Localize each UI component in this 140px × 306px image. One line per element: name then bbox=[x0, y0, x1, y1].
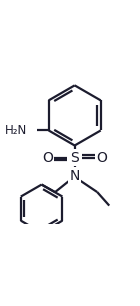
Text: S: S bbox=[70, 151, 79, 165]
Text: O: O bbox=[96, 151, 107, 165]
Text: H₂N: H₂N bbox=[5, 124, 28, 137]
Text: N: N bbox=[69, 169, 80, 183]
Text: O: O bbox=[42, 151, 53, 165]
